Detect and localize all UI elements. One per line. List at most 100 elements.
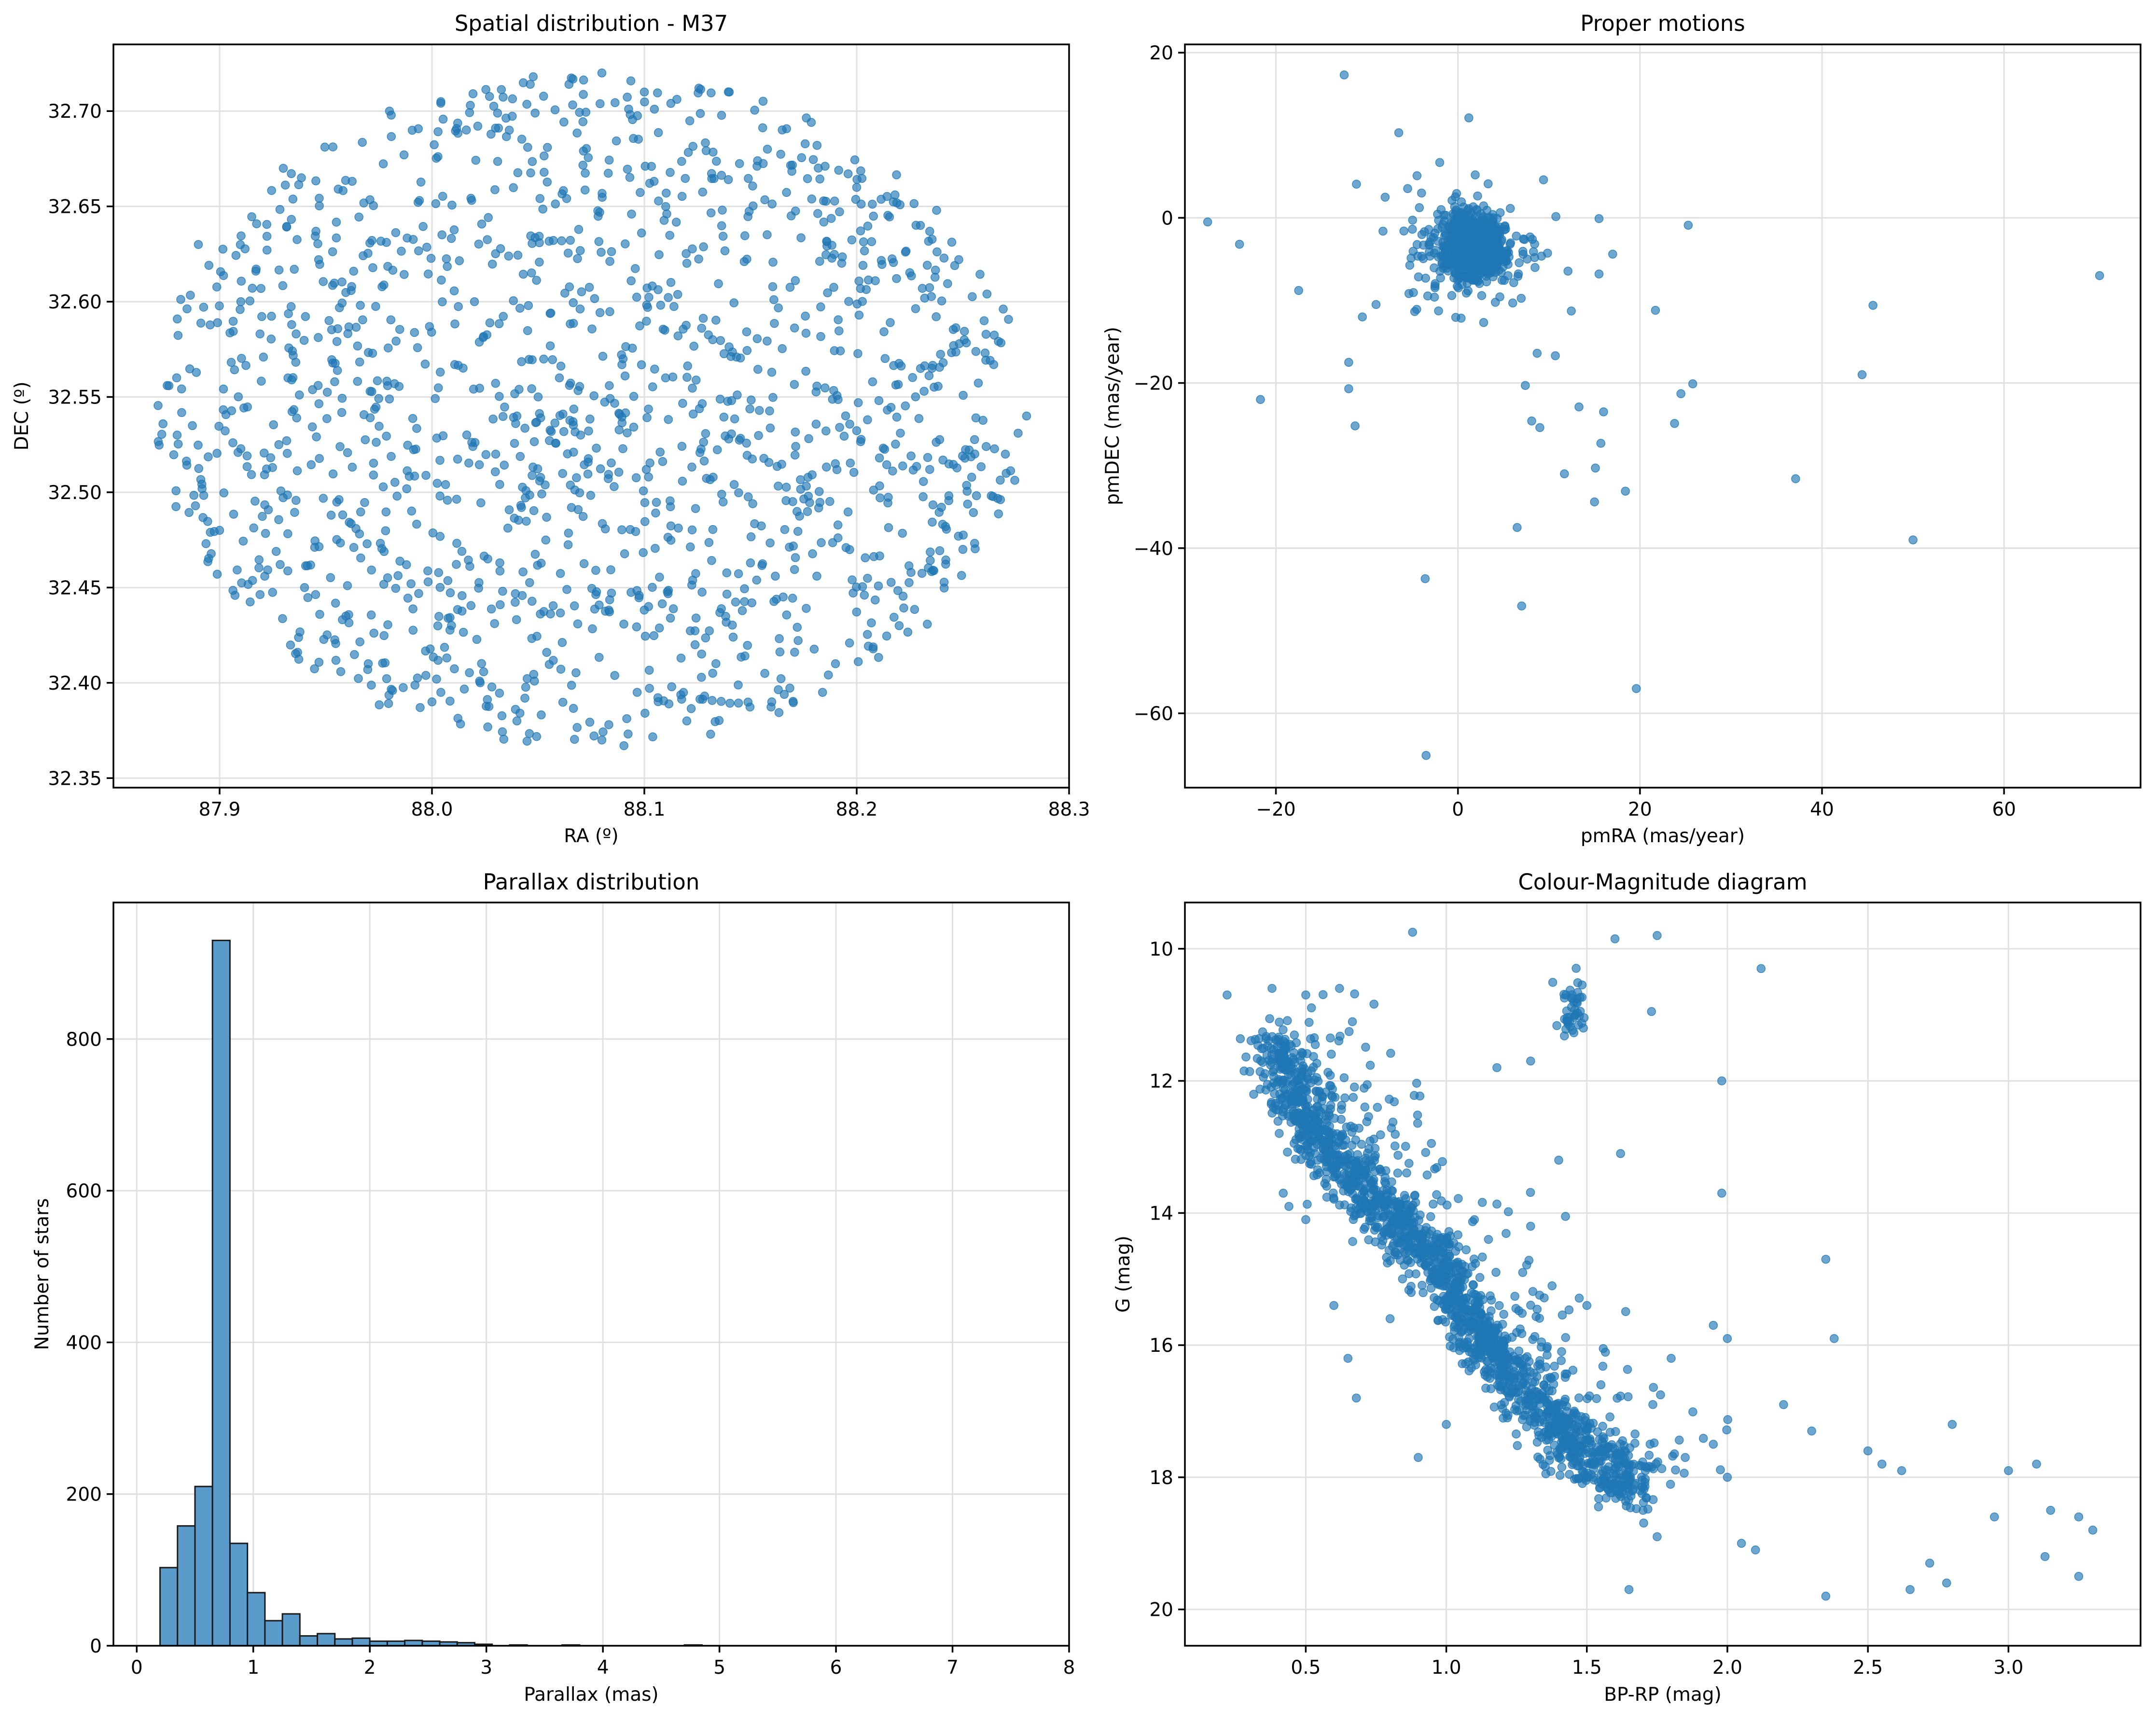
data-point bbox=[642, 413, 652, 422]
data-point bbox=[1433, 1265, 1442, 1275]
data-point bbox=[852, 299, 862, 309]
data-point bbox=[812, 381, 821, 391]
data-point bbox=[791, 427, 800, 437]
data-point bbox=[1292, 1038, 1301, 1047]
data-point bbox=[1348, 1237, 1357, 1246]
data-point bbox=[882, 631, 891, 641]
data-point bbox=[639, 486, 648, 496]
data-point bbox=[635, 321, 644, 331]
data-point bbox=[332, 233, 341, 243]
data-point bbox=[1863, 1446, 1873, 1456]
data-point bbox=[892, 413, 902, 422]
data-point bbox=[898, 461, 907, 471]
data-point bbox=[511, 597, 520, 607]
data-point bbox=[626, 76, 636, 85]
data-point bbox=[314, 657, 324, 667]
data-point bbox=[1580, 1421, 1590, 1430]
data-point bbox=[708, 696, 717, 705]
data-point bbox=[488, 414, 498, 424]
data-point bbox=[1565, 1470, 1574, 1479]
data-point bbox=[1516, 293, 1526, 303]
data-point bbox=[1359, 1168, 1368, 1178]
data-point bbox=[1319, 1125, 1328, 1134]
data-point bbox=[1491, 1268, 1501, 1277]
data-point bbox=[1297, 1113, 1307, 1123]
data-point bbox=[845, 639, 854, 648]
data-point bbox=[452, 539, 461, 548]
data-point bbox=[229, 510, 238, 519]
data-point bbox=[655, 572, 664, 582]
data-point bbox=[859, 237, 868, 247]
data-point bbox=[550, 105, 560, 114]
x-tick-label: 87.9 bbox=[199, 799, 241, 820]
data-point bbox=[2046, 1506, 2055, 1515]
data-point bbox=[697, 587, 707, 597]
data-point bbox=[843, 169, 853, 179]
data-point bbox=[701, 633, 710, 643]
data-point bbox=[1407, 1232, 1417, 1241]
data-point bbox=[435, 583, 445, 592]
data-point bbox=[245, 296, 255, 306]
data-point bbox=[1394, 128, 1404, 138]
data-point bbox=[918, 492, 928, 501]
histogram-bar bbox=[247, 1592, 266, 1647]
data-point bbox=[1421, 274, 1430, 283]
data-point bbox=[1487, 1295, 1496, 1305]
data-point bbox=[314, 542, 324, 551]
data-point bbox=[733, 390, 742, 400]
data-point bbox=[746, 532, 756, 542]
data-point bbox=[307, 422, 317, 431]
data-point bbox=[569, 298, 578, 307]
data-point bbox=[1532, 348, 1542, 358]
data-point bbox=[1436, 205, 1446, 214]
data-point bbox=[617, 525, 626, 534]
data-point bbox=[664, 293, 673, 302]
data-point bbox=[182, 460, 192, 470]
data-point bbox=[1653, 1532, 1662, 1541]
data-point bbox=[610, 482, 619, 491]
data-point bbox=[723, 397, 732, 406]
data-point bbox=[1485, 246, 1494, 256]
data-point bbox=[936, 349, 945, 359]
data-point bbox=[648, 732, 657, 742]
data-point bbox=[682, 320, 691, 330]
data-point bbox=[925, 227, 934, 236]
data-point bbox=[765, 423, 775, 433]
data-point bbox=[458, 591, 467, 600]
data-point bbox=[971, 347, 981, 356]
data-point bbox=[410, 328, 419, 337]
data-point bbox=[436, 688, 445, 697]
data-point bbox=[726, 352, 736, 361]
data-point bbox=[1942, 1578, 1951, 1588]
data-point bbox=[445, 613, 455, 622]
data-point bbox=[1606, 1488, 1615, 1498]
data-point bbox=[1422, 1170, 1432, 1180]
data-point bbox=[1485, 229, 1495, 239]
x-tick-label: 88.3 bbox=[1048, 799, 1090, 820]
y-tick-label: 32.60 bbox=[48, 292, 102, 313]
data-point bbox=[287, 215, 296, 224]
data-point bbox=[996, 338, 1006, 347]
x-tick-label: 2.5 bbox=[1853, 1657, 1883, 1679]
data-point bbox=[1239, 1066, 1249, 1076]
data-point bbox=[2040, 1552, 2050, 1561]
data-point bbox=[1510, 1405, 1519, 1414]
data-point bbox=[247, 212, 256, 222]
data-point bbox=[752, 575, 761, 585]
data-point bbox=[578, 160, 588, 170]
data-point bbox=[535, 409, 544, 418]
data-point bbox=[959, 390, 968, 400]
data-point bbox=[332, 535, 341, 544]
data-point bbox=[485, 318, 495, 328]
data-point bbox=[1280, 1044, 1290, 1054]
data-point bbox=[447, 200, 457, 210]
data-point bbox=[546, 308, 556, 318]
data-point bbox=[381, 507, 391, 516]
data-point bbox=[1273, 1035, 1283, 1044]
data-point bbox=[504, 125, 514, 135]
data-point bbox=[607, 458, 616, 468]
data-point bbox=[737, 606, 747, 615]
data-point bbox=[744, 492, 753, 501]
data-point bbox=[337, 408, 347, 417]
data-point bbox=[1334, 1036, 1344, 1046]
